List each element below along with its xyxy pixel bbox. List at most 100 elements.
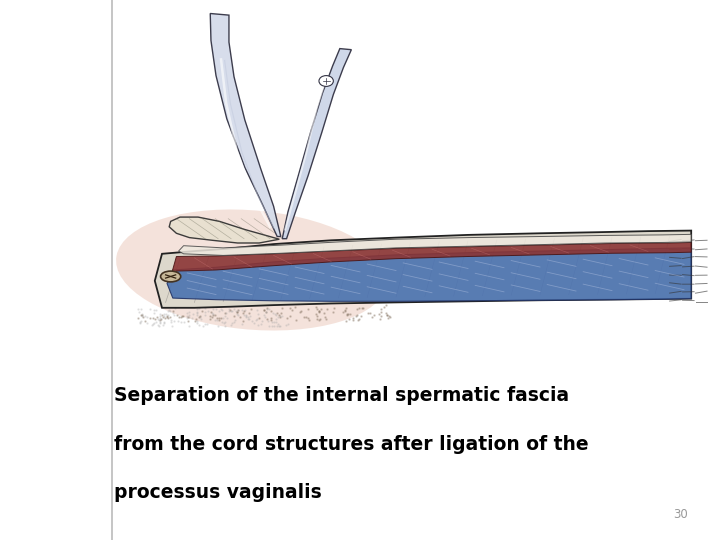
Point [136, 310, 148, 319]
Point [344, 309, 356, 318]
Point [231, 309, 243, 318]
Point [213, 314, 225, 322]
Point [314, 315, 325, 323]
Point [328, 308, 339, 316]
Text: from the cord structures after ligation of the: from the cord structures after ligation … [114, 435, 588, 454]
Point [246, 317, 258, 326]
Point [216, 305, 228, 314]
Point [281, 313, 292, 322]
Point [268, 322, 279, 331]
Point [237, 308, 248, 317]
Point [167, 309, 179, 318]
Point [240, 312, 252, 321]
Point [313, 307, 325, 316]
Point [350, 312, 361, 321]
Point [227, 307, 238, 315]
Point [134, 318, 145, 327]
Point [184, 321, 195, 330]
Point [275, 313, 287, 322]
Point [168, 307, 179, 315]
Ellipse shape [116, 210, 388, 330]
Point [210, 305, 222, 313]
Point [302, 314, 314, 323]
Point [271, 311, 282, 320]
Point [147, 320, 158, 329]
Point [228, 318, 240, 326]
Point [269, 309, 281, 318]
Point [176, 312, 187, 320]
Point [355, 312, 366, 321]
Point [228, 305, 240, 314]
Point [137, 309, 148, 318]
Point [310, 302, 322, 311]
Point [230, 316, 241, 325]
Point [212, 314, 223, 323]
Point [141, 313, 153, 322]
Point [340, 303, 351, 312]
Point [154, 311, 166, 320]
Point [194, 321, 205, 329]
Point [153, 315, 165, 324]
Point [152, 314, 163, 323]
Point [263, 317, 274, 326]
Polygon shape [282, 49, 351, 239]
Point [341, 316, 352, 325]
Point [374, 315, 385, 323]
Point [156, 310, 168, 319]
Point [176, 318, 187, 327]
Point [186, 314, 197, 323]
Point [146, 321, 158, 330]
Point [158, 319, 170, 328]
Point [298, 313, 310, 321]
Point [272, 313, 284, 321]
Point [251, 315, 262, 324]
Point [261, 307, 272, 316]
Point [178, 318, 189, 326]
Point [199, 303, 211, 312]
Point [162, 307, 174, 316]
Point [153, 322, 165, 330]
Point [133, 307, 145, 316]
Point [192, 318, 203, 327]
Point [381, 309, 392, 318]
Point [174, 312, 185, 321]
Point [231, 307, 243, 316]
Point [320, 314, 332, 323]
Point [181, 308, 193, 317]
Point [269, 317, 280, 326]
Point [207, 309, 218, 318]
Point [145, 314, 156, 322]
Point [159, 314, 171, 323]
Point [141, 319, 153, 328]
Point [135, 316, 147, 325]
Point [204, 311, 215, 320]
Point [169, 304, 181, 313]
Point [313, 307, 325, 316]
Point [284, 312, 296, 320]
Point [165, 307, 176, 315]
Point [184, 311, 195, 320]
Point [132, 305, 143, 313]
Point [259, 313, 271, 322]
Point [368, 310, 379, 319]
Point [264, 305, 275, 313]
Point [162, 311, 174, 320]
Point [310, 309, 322, 318]
Point [362, 309, 374, 318]
Point [225, 306, 236, 314]
Point [195, 314, 207, 323]
Point [158, 317, 169, 326]
Point [380, 301, 392, 309]
Point [198, 322, 210, 330]
Point [150, 306, 162, 314]
Point [266, 314, 277, 323]
Point [290, 315, 302, 324]
Point [337, 308, 348, 317]
Point [219, 318, 230, 326]
Point [225, 321, 237, 329]
Point [276, 311, 288, 320]
Point [263, 322, 274, 331]
Point [193, 304, 204, 313]
Point [381, 310, 392, 319]
Point [351, 305, 363, 313]
